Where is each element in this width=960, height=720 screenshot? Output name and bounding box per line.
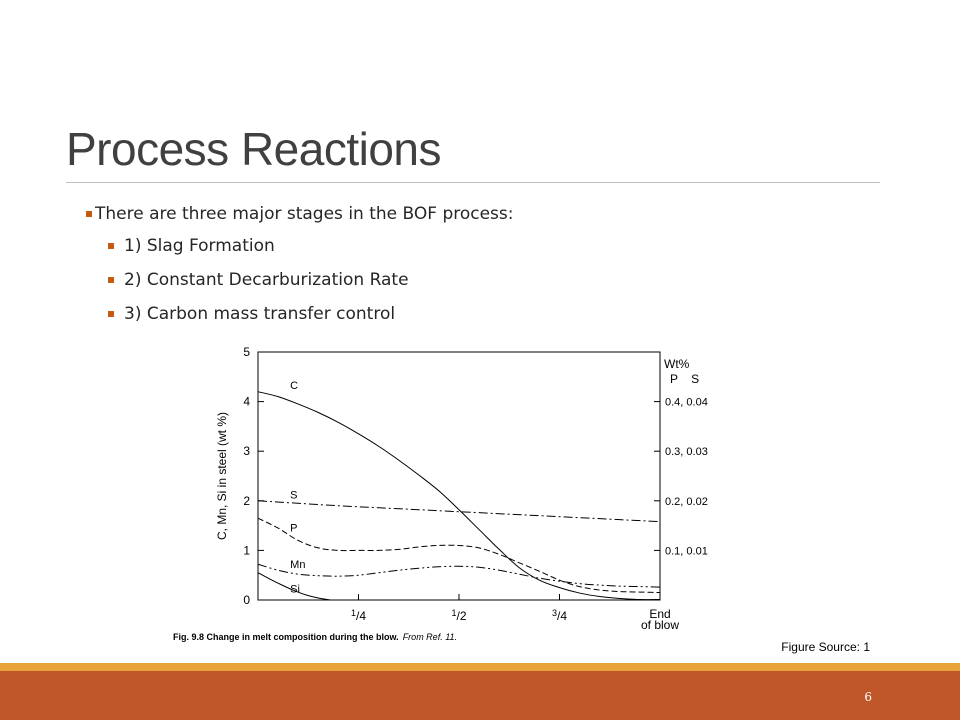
series-line-p [257,517,661,594]
right-tick-label: 0.4, 0.04 [665,397,708,409]
bullet-list: There are three major stages in the BOF … [86,203,514,325]
sub-bullet-item: 3) Carbon mass transfer control [108,303,514,325]
page-number: 6 [864,690,872,704]
y-tick-label: 1 [243,543,250,557]
series-labels: C S P Mn Si [290,380,305,595]
bullet-square-icon [108,277,114,283]
bullet-text: There are three major stages in the BOF … [95,204,514,224]
caption-main: Fig. 9.8 Change in melt composition duri… [173,632,399,642]
y-tick-label: 3 [243,444,250,458]
x-tick-denominator: /4 [356,609,366,623]
x-tick-numerator: 1 [351,608,356,618]
bullet-text: 1) Slag Formation [124,236,275,256]
bullet-item: There are three major stages in the BOF … [86,203,514,225]
sub-bullet-item: 2) Constant Decarburization Rate [108,269,514,291]
right-axis-columns: P S [670,372,699,386]
sub-bullet-item: 1) Slag Formation [108,235,514,257]
x-tick-label: 1/4 [351,608,366,623]
bullet-square-icon [86,211,92,217]
right-tick-label: 0.1, 0.01 [665,545,708,557]
x-tick-denominator: /2 [457,609,467,623]
y-axis: 0 1 2 3 4 5 [243,345,264,607]
right-axis: 0.4, 0.04 0.3, 0.03 0.2, 0.02 0.1, 0.01 [654,397,708,557]
x-tick-line: of blow [641,618,679,632]
footer-accent-line [0,663,960,671]
series-label-si: Si [290,584,300,596]
series-label-s: S [290,489,297,501]
caption-ref: From Ref. 11. [403,632,457,642]
series-lines [257,391,661,601]
y-axis-label: C, Mn, Si in steel (wt %) [215,412,229,540]
x-tick-line: End [649,607,670,621]
figure-source: Figure Source: 1 [781,640,870,654]
x-tick-numerator: 3 [552,608,557,618]
y-tick-label: 4 [243,395,250,409]
series-label-c: C [290,380,298,392]
series-line-mn [257,563,661,588]
series-label-mn: Mn [290,559,305,571]
right-axis-title: Wt% [664,357,690,371]
footer-band [0,671,960,720]
melt-composition-chart: 0 1 2 3 4 5 0.4, 0.04 0.3, 0.03 0.2, 0.02 0.1, 0… [173,345,708,642]
melt-composition-figure: 0 1 2 3 4 5 0.4, 0.04 0.3, 0.03 0.2, 0.02 0.1, 0… [170,340,760,645]
series-line-si [257,572,331,601]
figure-caption: Fig. 9.8 Change in melt composition duri… [173,632,457,642]
x-tick-denominator: /4 [557,609,567,623]
x-tick-numerator: 1 [451,608,456,618]
right-tick-label: 0.2, 0.02 [665,496,708,508]
y-tick-label: 2 [243,494,250,508]
slide-title: Process Reactions [66,123,442,175]
bullet-square-icon [108,243,114,249]
x-tick-label: 3/4 [552,608,567,623]
title-divider [66,182,880,183]
right-tick-label: 0.3, 0.03 [665,446,708,458]
x-axis: 1/4 1/2 3/4 End of blow [351,594,679,632]
y-tick-label: 5 [243,345,250,359]
y-tick-label: 0 [243,593,250,607]
bullet-text: 2) Constant Decarburization Rate [124,270,409,290]
x-tick-label: End of blow [641,607,679,632]
series-label-p: P [290,523,297,535]
plot-frame [257,351,661,601]
bullet-text: 3) Carbon mass transfer control [124,304,396,324]
x-tick-label: 1/2 [451,608,466,623]
series-line-s [257,500,661,523]
series-line-c [257,391,661,601]
bullet-square-icon [108,311,114,317]
